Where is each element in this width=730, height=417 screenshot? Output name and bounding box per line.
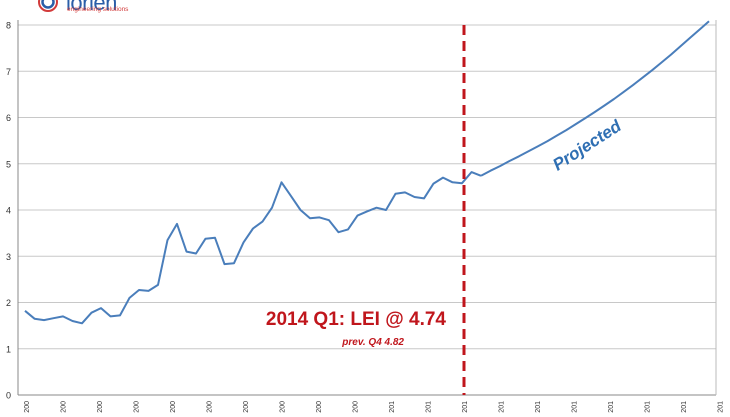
y-tick-label: 1: [6, 344, 11, 354]
logo-tagline: engineering solutions: [67, 6, 129, 13]
x-tick-label: 200: [170, 401, 177, 413]
x-tick-label: 201: [571, 401, 578, 413]
x-tick-label: 201: [498, 401, 505, 413]
logo-swirl-icon: [38, 0, 58, 12]
y-tick-label: 0: [6, 391, 11, 401]
y-tick-label: 2: [6, 298, 11, 308]
x-tick-label: 200: [60, 401, 67, 413]
x-tick-label: 201: [608, 401, 615, 413]
series-line-projected: [480, 20, 710, 177]
projected-label: Projected: [549, 116, 625, 174]
x-tick-label: 201: [462, 401, 469, 413]
x-tick-label: 200: [133, 401, 140, 413]
x-tick-label: 201: [425, 401, 432, 413]
y-tick-label: 7: [6, 67, 11, 77]
x-tick-label: 200: [243, 401, 250, 413]
x-tick-label: 201: [389, 401, 396, 413]
lei-annotation: 2014 Q1: LEI @ 4.74: [266, 309, 447, 330]
prev-annotation: prev. Q4 4.82: [341, 337, 404, 348]
x-tick-label: 201: [535, 401, 542, 413]
y-tick-label: 5: [6, 159, 11, 169]
y-tick-label: 6: [6, 113, 11, 123]
logo: iorien engineering solutions: [32, 0, 152, 22]
series-line-historical: [24, 171, 482, 325]
x-tick-label: 200: [24, 401, 31, 413]
x-tick-label: 200: [206, 401, 213, 413]
x-tick-label: 201: [717, 401, 724, 413]
x-tick-label: 200: [352, 401, 359, 413]
x-tick-label: 201: [681, 401, 688, 413]
x-tick-label: 200: [316, 401, 323, 413]
logo-wordmark: iorien: [66, 0, 117, 15]
x-tick-label: 201: [644, 401, 651, 413]
x-tick-label: 200: [97, 401, 104, 413]
y-tick-label: 3: [6, 252, 11, 262]
y-tick-label: 4: [6, 206, 11, 216]
x-tick-label: 200: [279, 401, 286, 413]
y-tick-label: 8: [6, 21, 11, 31]
